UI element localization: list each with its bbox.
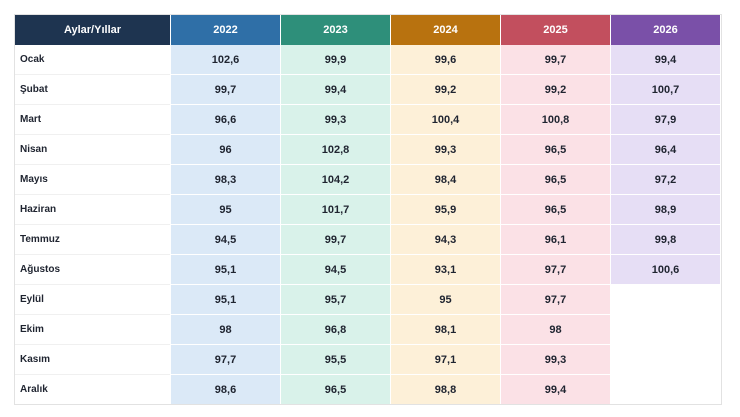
value-cell: 96,8 [281, 315, 390, 345]
value-cell: 99,3 [391, 135, 500, 165]
value-cell: 101,7 [281, 195, 390, 225]
value-cell: 99,4 [611, 45, 720, 75]
value-cell: 104,2 [281, 165, 390, 195]
month-label: Şubat [15, 75, 170, 105]
table-row: Eylül 95,1 95,7 95 97,7 [15, 285, 720, 315]
month-label: Mayıs [15, 165, 170, 195]
value-cell: 98 [501, 315, 610, 345]
value-cell: 102,8 [281, 135, 390, 165]
value-cell: 95,1 [171, 285, 280, 315]
value-cell: 99,9 [281, 45, 390, 75]
month-label: Eylül [15, 285, 170, 315]
value-cell: 100,7 [611, 75, 720, 105]
value-cell: 98,8 [391, 375, 500, 405]
header-year: 2023 [281, 14, 390, 45]
value-cell: 95,1 [171, 255, 280, 285]
value-cell: 100,8 [501, 105, 610, 135]
value-cell: 99,3 [281, 105, 390, 135]
value-cell: 99,7 [171, 75, 280, 105]
value-cell: 95,5 [281, 345, 390, 375]
month-label: Ekim [15, 315, 170, 345]
table-row: Ekim 98 96,8 98,1 98 [15, 315, 720, 345]
value-cell [611, 375, 720, 405]
table-row: Kasım 97,7 95,5 97,1 99,3 [15, 345, 720, 375]
value-cell [611, 315, 720, 345]
month-label: Temmuz [15, 225, 170, 255]
value-cell: 95,9 [391, 195, 500, 225]
table-row: Şubat 99,7 99,4 99,2 99,2 100,7 [15, 75, 720, 105]
value-cell: 93,1 [391, 255, 500, 285]
value-cell: 99,6 [391, 45, 500, 75]
header-row: Aylar/Yıllar 2022 2023 2024 2025 2026 [15, 14, 720, 45]
value-cell: 99,8 [611, 225, 720, 255]
month-label: Kasım [15, 345, 170, 375]
value-cell: 96,4 [611, 135, 720, 165]
data-table-container: Aylar/Yıllar 2022 2023 2024 2025 2026 Oc… [14, 14, 721, 405]
value-cell: 95 [171, 195, 280, 225]
value-cell: 97,7 [171, 345, 280, 375]
value-cell: 94,5 [281, 255, 390, 285]
table-body: Ocak 102,6 99,9 99,6 99,7 99,4 Şubat 99,7 99,4 99… [15, 45, 720, 405]
table-row: Nisan 96 102,8 99,3 96,5 96,4 [15, 135, 720, 165]
value-cell: 99,2 [391, 75, 500, 105]
value-cell: 100,6 [611, 255, 720, 285]
value-cell: 100,4 [391, 105, 500, 135]
value-cell [611, 345, 720, 375]
value-cell: 99,7 [501, 45, 610, 75]
value-cell: 94,3 [391, 225, 500, 255]
header-year: 2022 [171, 14, 280, 45]
value-cell: 98,6 [171, 375, 280, 405]
value-cell: 99,7 [281, 225, 390, 255]
table-row: Haziran 95 101,7 95,9 96,5 98,9 [15, 195, 720, 225]
month-label: Ağustos [15, 255, 170, 285]
value-cell: 99,2 [501, 75, 610, 105]
value-cell: 96 [171, 135, 280, 165]
month-label: Mart [15, 105, 170, 135]
value-cell: 96,1 [501, 225, 610, 255]
table-row: Ağustos 95,1 94,5 93,1 97,7 100,6 [15, 255, 720, 285]
value-cell: 96,5 [281, 375, 390, 405]
value-cell [611, 285, 720, 315]
table-row: Temmuz 94,5 99,7 94,3 96,1 99,8 [15, 225, 720, 255]
value-cell: 98,3 [171, 165, 280, 195]
value-cell: 96,5 [501, 165, 610, 195]
value-cell: 99,4 [281, 75, 390, 105]
value-cell: 96,5 [501, 195, 610, 225]
value-cell: 97,2 [611, 165, 720, 195]
table-row: Ocak 102,6 99,9 99,6 99,7 99,4 [15, 45, 720, 75]
value-cell: 94,5 [171, 225, 280, 255]
header-months-years: Aylar/Yıllar [15, 14, 170, 45]
value-cell: 102,6 [171, 45, 280, 75]
header-year: 2026 [611, 14, 720, 45]
month-label: Haziran [15, 195, 170, 225]
month-label: Ocak [15, 45, 170, 75]
value-cell: 95 [391, 285, 500, 315]
value-cell: 98,9 [611, 195, 720, 225]
value-cell: 99,3 [501, 345, 610, 375]
value-cell: 96,5 [501, 135, 610, 165]
value-cell: 95,7 [281, 285, 390, 315]
table-row: Mart 96,6 99,3 100,4 100,8 97,9 [15, 105, 720, 135]
value-cell: 98,1 [391, 315, 500, 345]
value-cell: 98,4 [391, 165, 500, 195]
month-label: Aralık [15, 375, 170, 405]
value-cell: 98 [171, 315, 280, 345]
value-cell: 97,1 [391, 345, 500, 375]
header-year: 2024 [391, 14, 500, 45]
value-cell: 97,7 [501, 255, 610, 285]
value-cell: 97,7 [501, 285, 610, 315]
value-cell: 99,4 [501, 375, 610, 405]
value-cell: 96,6 [171, 105, 280, 135]
monthly-index-table: Aylar/Yıllar 2022 2023 2024 2025 2026 Oc… [14, 14, 721, 405]
table-row: Mayıs 98,3 104,2 98,4 96,5 97,2 [15, 165, 720, 195]
month-label: Nisan [15, 135, 170, 165]
table-row: Aralık 98,6 96,5 98,8 99,4 [15, 375, 720, 405]
header-year: 2025 [501, 14, 610, 45]
value-cell: 97,9 [611, 105, 720, 135]
